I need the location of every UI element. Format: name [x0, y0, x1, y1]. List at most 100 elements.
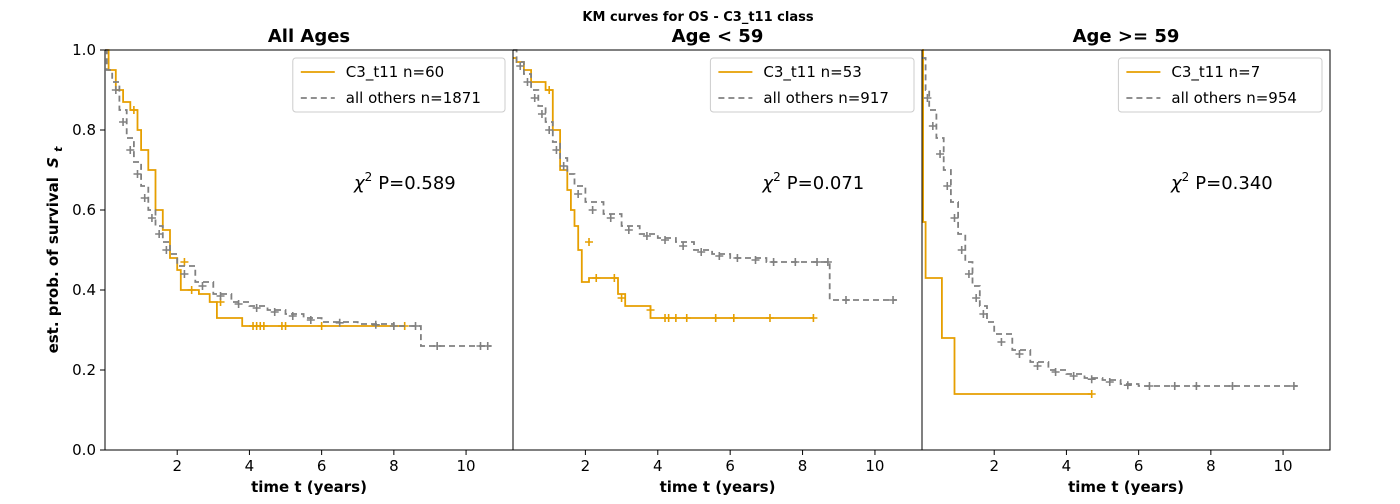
- legend-label-others: all others n=954: [1171, 89, 1297, 107]
- censor-mark-others: [133, 170, 142, 178]
- legend-label-others: all others n=1871: [346, 89, 481, 107]
- censor-mark-others: [661, 236, 670, 244]
- censor-mark-others: [889, 296, 898, 304]
- chi-square-pvalue: χ2 P=0.340: [1170, 170, 1273, 194]
- censor-mark-others: [791, 258, 800, 266]
- km-curve-c3: [105, 49, 405, 327]
- censor-mark-others: [1170, 382, 1179, 390]
- censor-mark-others: [306, 316, 315, 324]
- censor-mark-others: [642, 232, 651, 240]
- censor-mark-others: [155, 230, 164, 238]
- censor-mark-others: [530, 94, 539, 102]
- panel-title: Age < 59: [672, 26, 764, 47]
- p-value-text: P=0.589: [378, 173, 455, 194]
- x-axis-label: time t (years): [1068, 478, 1184, 496]
- x-tick-label: 10: [1274, 457, 1293, 475]
- legend-label-others: all others n=917: [763, 89, 889, 107]
- censor-mark-others: [476, 342, 485, 350]
- panel-0: All Ages 2 4 6 8 10 0.0 0.2 0.4 0.6 0.8 1.0 time t (…: [72, 26, 514, 496]
- censor-mark-c3: [646, 306, 655, 314]
- censor-mark-others: [1087, 375, 1096, 384]
- panel-1: Age < 59 2 4 6 8 10 time t (years) C3_t11 n=53 a…: [512, 26, 923, 496]
- x-tick-label: 4: [653, 457, 663, 475]
- censor-mark-c3: [317, 322, 326, 330]
- censor-mark-c3: [664, 314, 673, 322]
- censor-mark-c3: [585, 238, 594, 246]
- panel-title: All Ages: [268, 26, 350, 47]
- legend-label-c3: C3_t11 n=53: [763, 63, 861, 82]
- censor-mark-others: [624, 226, 633, 234]
- x-tick-label: 8: [1206, 457, 1216, 475]
- chi-symbol: χ: [762, 173, 775, 194]
- censor-mark-c3: [682, 314, 691, 322]
- censor-mark-others: [588, 206, 597, 214]
- censor-mark-others: [559, 162, 568, 170]
- censor-mark-c3: [592, 274, 601, 282]
- chi-square-pvalue: χ2 P=0.071: [762, 170, 865, 194]
- censor-mark-others: [180, 270, 189, 278]
- censor-mark-others: [288, 312, 297, 320]
- censor-mark-c3: [129, 106, 138, 114]
- y-axis-label: est. prob. of survival S t: [44, 146, 65, 354]
- p-value-text: P=0.071: [787, 173, 864, 194]
- censor-mark-others: [126, 146, 135, 154]
- censor-mark-others: [234, 300, 243, 308]
- y-tick-label: 0.2: [72, 361, 96, 379]
- censor-mark-others: [769, 258, 778, 266]
- censor-mark-others: [433, 342, 442, 350]
- legend-label-c3: C3_t11 n=7: [1171, 63, 1260, 82]
- chi-square-pvalue: χ2 P=0.589: [353, 170, 456, 194]
- censor-mark-c3: [729, 314, 738, 322]
- censor-mark-others: [162, 246, 171, 254]
- censor-mark-others: [1228, 382, 1237, 390]
- x-tick-label: 2: [581, 457, 591, 475]
- x-tick-label: 4: [245, 457, 255, 475]
- censor-mark-others: [715, 252, 724, 260]
- censor-mark-others: [1145, 382, 1154, 390]
- panel-frame: [921, 49, 1331, 451]
- censor-mark-others: [147, 214, 156, 222]
- legend-label-c3: C3_t11 n=60: [346, 63, 444, 82]
- censor-mark-others: [823, 258, 832, 266]
- chi-symbol: χ: [353, 173, 366, 194]
- censor-mark-others: [606, 214, 615, 222]
- censor-mark-others: [813, 258, 822, 266]
- censor-mark-others: [1192, 382, 1201, 390]
- censor-mark-others: [216, 292, 225, 300]
- legend: C3_t11 n=7 all others n=954: [1117, 57, 1323, 113]
- km-curve-others: [513, 49, 897, 301]
- censor-mark-others: [979, 310, 988, 318]
- censor-mark-others: [111, 86, 120, 94]
- censor-mark-c3: [545, 86, 554, 94]
- censor-mark-others: [1289, 382, 1298, 390]
- censor-mark-others: [198, 282, 207, 290]
- censor-mark-others: [574, 190, 583, 198]
- censor-mark-others: [523, 78, 532, 86]
- censor-mark-others: [1051, 368, 1060, 376]
- censor-mark-others: [1015, 350, 1024, 358]
- censor-mark-others: [928, 122, 937, 130]
- censor-mark-others: [751, 256, 760, 264]
- censor-mark-others: [371, 320, 380, 329]
- censor-mark-others: [389, 322, 398, 330]
- censor-mark-others: [140, 194, 149, 202]
- chi-superscript: 2: [1182, 170, 1190, 184]
- censor-mark-others: [972, 294, 981, 302]
- y-tick-label: 0.6: [72, 201, 96, 219]
- censor-mark-others: [335, 318, 344, 327]
- p-value-text: P=0.340: [1195, 173, 1272, 194]
- censor-mark-others: [964, 270, 973, 278]
- legend-box: [709, 57, 915, 113]
- censor-mark-others: [936, 150, 945, 158]
- censor-mark-others: [733, 254, 742, 262]
- censor-mark-others: [483, 342, 492, 350]
- legend-box: [1117, 57, 1323, 113]
- censor-mark-c3: [1087, 390, 1096, 398]
- censor-mark-others: [923, 94, 932, 102]
- censor-mark-others: [252, 304, 261, 312]
- y-axis-label-text: est. prob. of survival: [44, 177, 62, 353]
- y-axis-label-symbol: S: [44, 157, 62, 168]
- censor-mark-c3: [180, 258, 189, 266]
